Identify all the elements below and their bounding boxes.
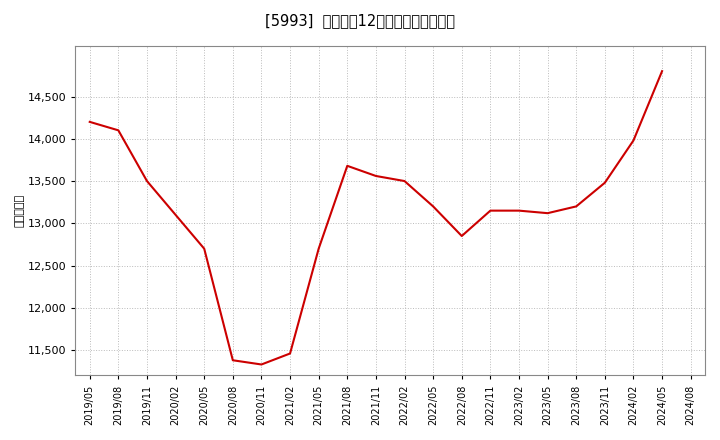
- Y-axis label: （百万円）: （百万円）: [15, 194, 25, 227]
- Text: [5993]  売上高の12か月移動合計の推移: [5993] 売上高の12か月移動合計の推移: [265, 13, 455, 28]
